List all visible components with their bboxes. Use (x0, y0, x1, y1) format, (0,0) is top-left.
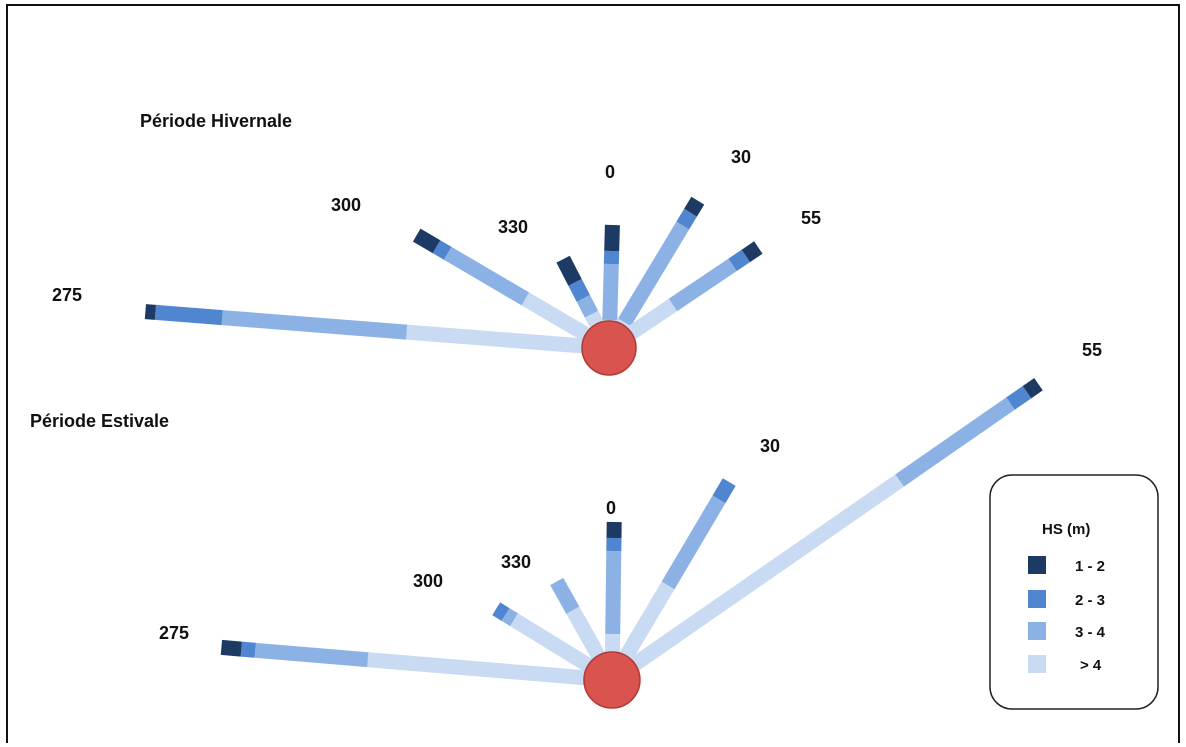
winter-ray-300-segment-2-3 (432, 240, 452, 260)
winter-ray-0-segment-3-4 (602, 263, 619, 321)
summer-ray-55-segment-gt4 (607, 474, 904, 687)
winter-ray-275-segment-2-3 (154, 304, 223, 326)
winter-ray-300-segment-3-4 (443, 246, 530, 306)
summer-title: Période Estivale (30, 411, 169, 431)
winter-ray-300-segment-1-2 (412, 228, 441, 254)
legend-label-gt4: > 4 (1080, 657, 1102, 674)
legend-label-1-2: 1 - 2 (1075, 558, 1105, 575)
summer-ray-300-segment-2-3 (492, 602, 510, 621)
summer-label-300: 300 (413, 571, 443, 591)
winter-rose: Période Hivernale 275 300 330 0 30 55 (52, 111, 821, 376)
summer-ray-330-segment-3-4 (550, 577, 580, 614)
legend-swatch-2-3 (1028, 590, 1046, 608)
legend-swatch-1-2 (1028, 556, 1046, 574)
summer-ray-55-segment-1-2 (1022, 378, 1043, 399)
summer-ray-275-segment-1-2 (220, 639, 242, 657)
summer-ray-30-segment-2-3 (712, 478, 736, 504)
winter-center-marker (581, 320, 637, 376)
legend-title: HS (m) (1042, 521, 1090, 538)
winter-ray-275-segment-3-4 (221, 310, 408, 340)
summer-ray-0-segment-3-4 (605, 550, 622, 635)
winter-rays (144, 196, 763, 356)
winter-ray-55-segment-2-3 (728, 249, 751, 272)
summer-ray-275-segment-gt4 (367, 652, 613, 688)
winter-ray-330-segment-3-4 (576, 294, 599, 318)
winter-ray-330-segment-2-3 (568, 278, 590, 302)
summer-ray-55-segment-3-4 (895, 397, 1015, 487)
winter-ray-330-segment-1-2 (556, 255, 582, 286)
summer-label-30: 30 (760, 436, 780, 456)
summer-ray-55-segment-2-3 (1006, 386, 1032, 410)
legend-box (989, 474, 1159, 710)
summer-label-275: 275 (159, 623, 189, 643)
winter-ray-275-segment-gt4 (406, 324, 610, 356)
winter-label-0: 0 (605, 162, 615, 182)
winter-ray-30-segment-2-3 (676, 208, 697, 230)
figure-frame (6, 4, 1180, 743)
summer-rays (220, 378, 1043, 688)
winter-ray-55-segment-1-2 (741, 241, 763, 263)
legend-swatch-gt4 (1028, 655, 1046, 673)
winter-ray-275-segment-1-2 (144, 304, 156, 320)
legend-label-3-4: 3 - 4 (1075, 624, 1106, 641)
summer-ray-275-segment-2-3 (240, 641, 256, 658)
winter-ray-0-segment-1-2 (604, 224, 620, 252)
summer-ray-275-segment-3-4 (254, 642, 369, 668)
winter-label-30: 30 (731, 147, 751, 167)
winter-label-55: 55 (801, 208, 821, 228)
summer-rose: Période Estivale 275 300 330 0 30 55 (30, 340, 1102, 709)
winter-label-300: 300 (331, 195, 361, 215)
summer-ray-30-segment-3-4 (661, 495, 726, 590)
summer-center-marker (583, 651, 641, 709)
winter-title: Période Hivernale (140, 111, 292, 131)
winter-ray-30-segment-3-4 (618, 221, 690, 327)
winter-label-275: 275 (52, 285, 82, 305)
summer-label-55: 55 (1082, 340, 1102, 360)
summer-label-0: 0 (606, 498, 616, 518)
summer-label-330: 330 (501, 552, 531, 572)
legend-swatch-3-4 (1028, 622, 1046, 640)
legend-label-2-3: 2 - 3 (1075, 592, 1105, 609)
winter-label-330: 330 (498, 217, 528, 237)
summer-ray-300-segment-3-4 (501, 608, 518, 627)
winter-ray-55-segment-3-4 (668, 258, 737, 312)
legend: HS (m) 1 - 2 2 - 3 3 - 4 > 4 (989, 474, 1159, 710)
winter-ray-30-segment-1-2 (684, 196, 705, 217)
